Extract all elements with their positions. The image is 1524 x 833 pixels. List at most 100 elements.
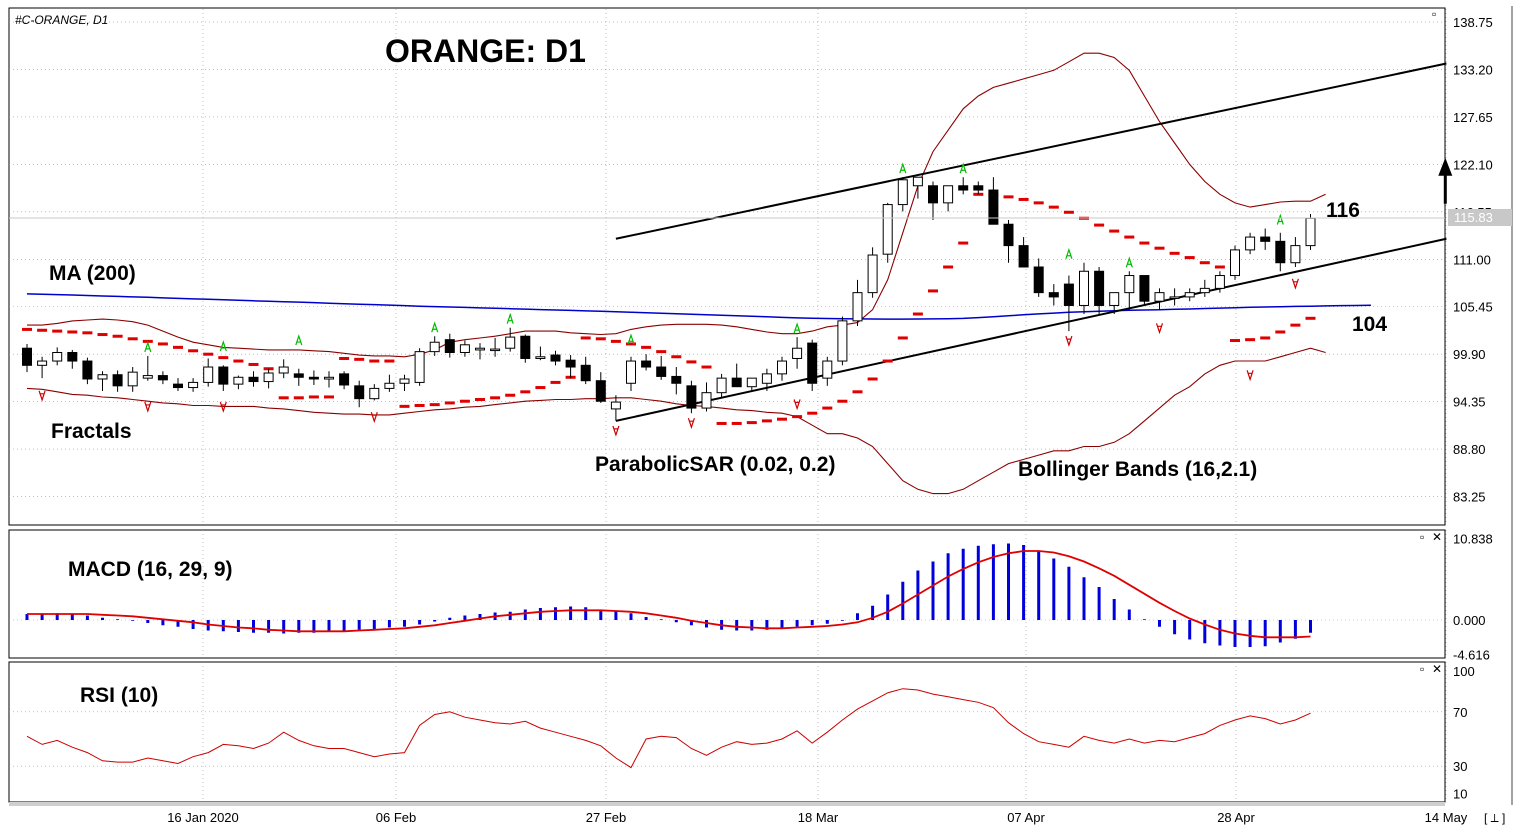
time-x-tick: 28 Apr [1217, 810, 1255, 825]
fractal-down-icon [219, 401, 227, 413]
candle-body [1184, 292, 1195, 298]
ma200-line [26, 293, 1371, 320]
candle-body [1230, 249, 1240, 277]
bollinger-lower-line [26, 347, 1326, 495]
level-high-label: 116 [1326, 199, 1360, 222]
rsi-panel-frame [8, 661, 1446, 803]
candle-body [67, 351, 78, 362]
candle-body [1048, 292, 1059, 298]
rsi-panel-maximize-button[interactable]: ▫ [1420, 662, 1424, 676]
candle-body [1139, 275, 1150, 302]
macd-panel-close-button[interactable]: ✕ [1432, 530, 1442, 544]
macd-y-tick: 0.000 [1453, 613, 1486, 628]
candle-body [1094, 270, 1105, 306]
bollinger-bands [26, 52, 1326, 495]
fractal-up-icon [144, 341, 152, 353]
candle-body [1199, 287, 1210, 294]
axis-tick-labels: 138.75133.20127.65122.10116.55111.00105.… [167, 15, 1493, 825]
rsi-y-tick: 100 [1453, 664, 1475, 679]
candle-body [641, 360, 652, 368]
candle-body [1018, 245, 1029, 268]
fractal-up-icon [899, 162, 907, 174]
candle-body [399, 378, 410, 384]
fractal-up-icon [431, 321, 439, 333]
fractal-down-icon [1155, 323, 1164, 335]
time-x-tick: 07 Apr [1007, 810, 1045, 825]
candle-body [308, 376, 319, 380]
fractal-up-icon [793, 322, 801, 334]
time-x-tick: 18 Mar [798, 810, 839, 825]
time-x-tick: 06 Feb [376, 810, 416, 825]
time-scrollbar[interactable] [9, 802, 1445, 806]
candle-body [429, 341, 440, 353]
candle-body [686, 385, 697, 409]
fractal-down-icon [144, 401, 152, 413]
candle-body [852, 292, 863, 322]
time-x-tick: 14 May [1425, 810, 1468, 825]
price-y-tick: 83.25 [1453, 490, 1486, 505]
fractal-down-icon [1291, 278, 1299, 290]
symbol-label: #C-ORANGE, D1 [15, 13, 108, 27]
candle-body [339, 373, 350, 386]
candle-body [550, 354, 561, 362]
candle-body [233, 376, 244, 385]
fractal-down-icon [793, 399, 801, 411]
candle-body [293, 373, 304, 378]
candle-body [369, 387, 380, 400]
candle-body [897, 179, 908, 206]
macd-panel-maximize-button[interactable]: ▫ [1420, 530, 1424, 544]
candle-body [822, 360, 833, 379]
price-y-tick: 138.75 [1453, 15, 1493, 30]
candle-body [701, 392, 712, 409]
candle-body [218, 366, 229, 385]
price-panel-maximize-button[interactable]: ▫ [1432, 7, 1436, 21]
level-low-label: 104 [1352, 313, 1387, 336]
candle-body [490, 348, 501, 352]
candle-body [1003, 223, 1014, 247]
candle-body [837, 320, 848, 362]
candle-body [1290, 245, 1301, 264]
candle-body [37, 360, 48, 366]
price-y-tick: 94.35 [1453, 395, 1486, 410]
current-price-value: 115.83 [1454, 210, 1493, 225]
candle-body [1154, 292, 1165, 302]
chart-corner-buttons[interactable]: [ ⟂ ] [1484, 811, 1505, 825]
fractal-up-icon [1125, 256, 1133, 268]
bollinger-label: Bollinger Bands (16,2.1) [1018, 458, 1257, 481]
candle-body [263, 372, 274, 383]
ma-line [26, 293, 1371, 320]
candle-body [505, 336, 516, 349]
candle-body [1214, 275, 1225, 289]
trend-line [615, 237, 1447, 422]
fractal-down-icon [1065, 335, 1073, 348]
candle-body [324, 376, 334, 380]
candle-body [1275, 240, 1286, 264]
parabolic-sar [22, 192, 1316, 425]
candle-body [1260, 236, 1271, 242]
candle-body [912, 176, 923, 187]
trend-lines [615, 62, 1447, 422]
candle-body [52, 351, 63, 362]
candle-body [973, 185, 984, 191]
candle-body [459, 344, 470, 353]
candlesticks [22, 176, 1316, 421]
fractals-label: Fractals [51, 420, 132, 443]
rsi-line [26, 688, 1311, 769]
time-x-tick: 27 Feb [586, 810, 626, 825]
ma-label: MA (200) [49, 262, 136, 285]
candle-body [22, 347, 32, 366]
candle-body [1063, 283, 1074, 306]
price-y-tick: 111.00 [1453, 252, 1491, 267]
fractal-down-icon [38, 390, 46, 402]
rsi-y-tick: 30 [1453, 759, 1467, 774]
candle-body [716, 377, 727, 394]
candle-body [1305, 217, 1316, 247]
rsi-panel-close-button[interactable]: ✕ [1432, 662, 1442, 676]
candle-body [595, 380, 606, 402]
macd-y-tick: -4.616 [1453, 648, 1490, 663]
candle-body [792, 347, 803, 359]
candle-body [882, 204, 893, 255]
current-price-badge [1448, 209, 1512, 226]
rsi-y-tick: 70 [1453, 705, 1467, 720]
macd-series [25, 543, 1312, 647]
